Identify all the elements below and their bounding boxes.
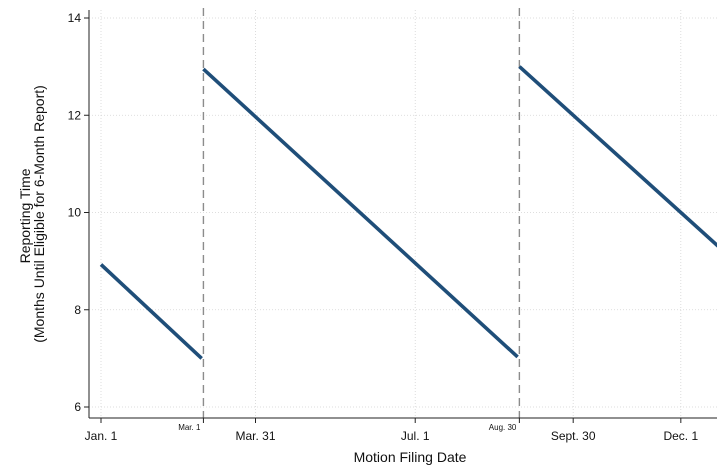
x-tick-label: Dec. 1: [663, 429, 698, 443]
grid-lines: [89, 10, 717, 418]
x-tick-label: Jul. 1: [401, 429, 430, 443]
x-tick-label: Mar. 31: [235, 429, 275, 443]
y-axis-title-line-2: (Months Until Eligible for 6-Month Repor…: [31, 85, 47, 343]
x-tick-label: Sept. 30: [551, 429, 596, 443]
x-axis-title: Motion Filing Date: [354, 449, 467, 465]
y-axis-title-line-1: Reporting Time: [17, 168, 33, 263]
series-line: [99, 263, 203, 360]
y-axis-title: Reporting Time (Months Until Eligible fo…: [17, 85, 47, 343]
y-tick-label: 14: [68, 11, 82, 25]
x-tick-label: Jan. 1: [85, 429, 118, 443]
x-tick-label-small: Aug. 30: [489, 423, 517, 432]
y-tick-label: 12: [68, 108, 82, 122]
x-tick-label-small: Mar. 1: [178, 423, 201, 432]
series-line: [202, 67, 519, 359]
x-axis-ticks: Jan. 1 Mar. 1 Mar. 31 Jul. 1 Aug. 30 Sept. 30…: [85, 418, 698, 443]
y-axis-ticks: 6 8 10 12 14: [68, 11, 89, 414]
y-tick-label: 10: [68, 206, 82, 220]
y-tick-label: 8: [74, 303, 81, 317]
cutoff-lines: [202, 8, 521, 418]
y-tick-label: 6: [74, 400, 81, 414]
series-line: [518, 65, 717, 248]
series-lines: [99, 65, 717, 360]
